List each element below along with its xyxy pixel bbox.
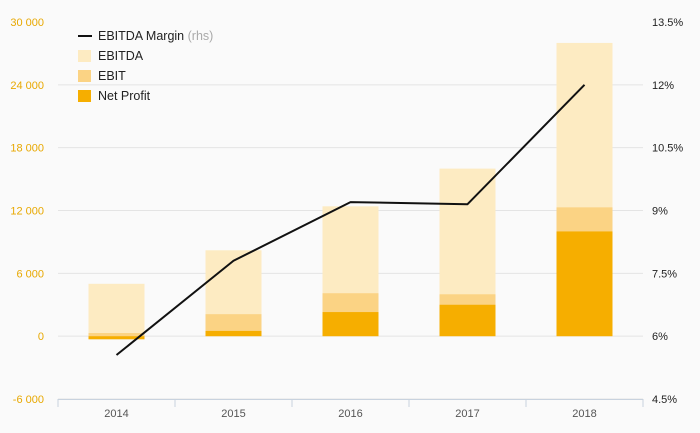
x-axis-tick-label: 2014 (104, 408, 128, 420)
ebit-bar (88, 333, 145, 337)
net-profit-bar (205, 330, 262, 337)
margin-line (115, 84, 586, 356)
legend-label-ebitda: EBITDA (98, 49, 144, 63)
left-axis-tick-label: -6 000 (13, 394, 44, 406)
x-axis-tick-label: 2018 (572, 408, 596, 420)
net-profit-bar (556, 231, 613, 337)
right-axis-tick-label: 6% (652, 331, 668, 343)
left-axis-tick-label: 6 000 (16, 268, 44, 280)
x-axis-tick-label: 2016 (338, 408, 362, 420)
x-axis-tick-label: 2017 (455, 408, 479, 420)
bars (88, 42, 613, 340)
right-axis-tick-label: 10.5% (652, 143, 683, 155)
left-axis-tick-label: 18 000 (10, 143, 44, 155)
right-axis-tick-label: 13.5% (652, 17, 683, 29)
x-axis-tick-label: 2015 (221, 408, 245, 420)
left-axis-tick-label: 0 (38, 331, 44, 343)
ebit-bar (205, 314, 262, 337)
right-axis-tick-label: 9% (652, 206, 668, 218)
legend: EBITDA Margin (rhs) EBITDA EBIT Net Profit (78, 29, 213, 103)
legend-label-net-profit: Net Profit (98, 89, 151, 103)
right-axis-tick-label: 4.5% (652, 394, 677, 406)
legend-swatch-ebitda (78, 50, 91, 62)
left-axis-tick-label: 30 000 (10, 17, 44, 29)
net-profit-bar (439, 304, 496, 337)
net-profit-bar (322, 312, 379, 337)
axes: -6 000 0 6 000 12 000 18 000 24 000 30 000 4.5%… (10, 17, 683, 420)
right-axis-tick-label: 12% (652, 80, 674, 92)
legend-label-ebitda-margin: EBITDA Margin (rhs) (98, 29, 213, 43)
legend-swatch-ebit (78, 70, 91, 82)
right-axis-tick-label: 7.5% (652, 268, 677, 280)
legend-note: (rhs) (184, 29, 213, 43)
legend-label-ebit: EBIT (98, 69, 126, 83)
left-axis-tick-label: 12 000 (10, 206, 44, 218)
left-axis-tick-label: 24 000 (10, 80, 44, 92)
net-profit-bar (88, 336, 145, 340)
legend-swatch-net-profit (78, 90, 91, 102)
ebitda-bar (88, 283, 145, 337)
